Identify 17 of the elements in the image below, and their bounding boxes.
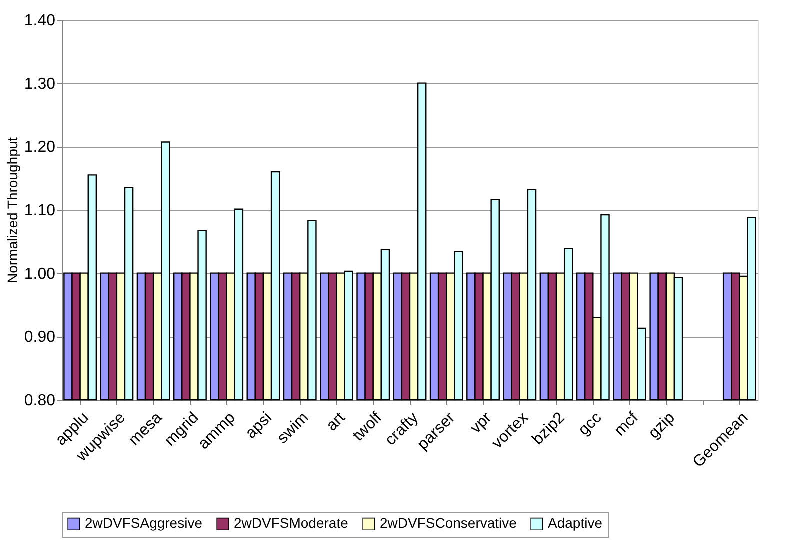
y-tick-label: 1.30 xyxy=(24,76,56,93)
x-tick-label: gzip xyxy=(646,409,679,442)
y-tick-label: 1.10 xyxy=(24,202,56,220)
y-tick-label: 1.40 xyxy=(24,12,56,30)
y-tick-label: 1.20 xyxy=(24,139,56,156)
y-axis-title: Normalized Throughput xyxy=(4,137,20,284)
x-tick-label: gcc xyxy=(576,410,606,440)
x-tick-label: art xyxy=(324,409,350,435)
legend-label: 2wDVFSConservative xyxy=(380,515,518,532)
legend-label: 2wDVFSModerate xyxy=(234,515,349,532)
y-tick-label: 0.90 xyxy=(24,329,56,346)
legend-label: Adaptive xyxy=(548,515,603,532)
y-tick-label: 0.80 xyxy=(24,392,56,410)
legend-label: 2wDVFSAggresive xyxy=(85,515,203,532)
x-tick-label: vpr xyxy=(468,409,496,438)
y-tick-label: 1.00 xyxy=(24,266,56,283)
x-tick-label: mcf xyxy=(612,409,642,440)
